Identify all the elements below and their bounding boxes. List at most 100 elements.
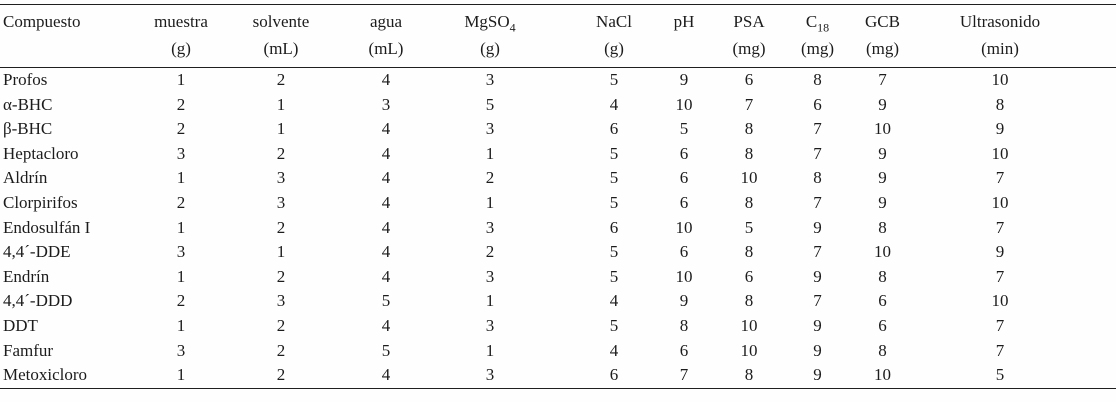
value-cell: 7 [744,94,754,114]
value-cell: 5 [609,315,619,335]
value-cell: 1 [176,168,186,188]
experimental-design-table: Compuesto muestra (g) solvente (mL) agua (m… [0,4,1116,389]
value-cell: 2 [276,217,286,237]
value-cell: 8 [744,119,754,139]
table-row: 4,4´-DDE 3 1 4 2 5 6 8 7 10 9 [0,240,1116,265]
value-cell: 6 [609,119,619,139]
value-cell: 3 [485,70,495,89]
col-header-unit: (mg) [800,39,835,58]
value-cell: 7 [878,70,887,89]
value-cell: 6 [609,217,619,237]
value-cell: 1 [176,70,186,89]
value-cell: 10 [740,315,758,335]
table-row: Aldrín 1 3 4 2 5 6 10 8 9 7 [0,166,1116,191]
value-cell: 7 [813,291,822,311]
value-cell: 4 [381,143,391,163]
table-header: Compuesto muestra (g) solvente (mL) agua (m… [0,4,1116,68]
value-cell: 7 [995,266,1005,286]
table-row: Metoxicloro 1 2 4 3 6 7 8 9 10 5 [0,363,1116,388]
value-cell: 10 [740,340,758,360]
value-cell: 4 [381,242,391,262]
value-cell: 8 [813,168,822,188]
value-cell: 3 [276,291,286,311]
value-cell: 2 [485,242,495,262]
value-cell: 8 [878,217,887,237]
value-cell: 9 [813,340,822,360]
col-header-label: NaCl [596,12,632,31]
value-cell: 9 [813,217,822,237]
compound-name: Clorpirifos [3,192,78,212]
value-cell: 8 [744,143,754,163]
value-cell: 7 [679,365,689,385]
table-row: β-BHC 2 1 4 3 6 5 8 7 10 9 [0,117,1116,142]
value-cell: 9 [813,266,822,286]
table-body: Profos 1 2 4 3 5 9 6 8 7 10 α-BHC 2 1 3 5 4 10 7 6 9 8 β-BHC 2 1… [0,68,1116,389]
value-cell: 7 [813,143,822,163]
value-cell: 10 [675,266,693,286]
table-row: Clorpirifos 2 3 4 1 5 6 8 7 9 10 [0,191,1116,216]
value-cell: 3 [485,217,495,237]
value-cell: 8 [744,192,754,212]
value-cell: 1 [485,340,495,360]
col-header-label: Ultrasonido [959,12,1041,31]
value-cell: 6 [609,365,619,385]
col-header-unit: (mg) [732,39,766,58]
value-cell: 4 [381,192,391,212]
value-cell: 1 [176,217,186,237]
value-cell: 3 [381,94,391,114]
col-header-ph: pH [668,4,700,68]
value-cell: 5 [995,365,1005,385]
value-cell: 10 [991,291,1009,311]
col-header-agua: agua (mL) [340,4,432,68]
value-cell: 6 [679,168,689,188]
table-row: Endrín 1 2 4 3 5 10 6 9 8 7 [0,265,1116,290]
value-cell: 10 [874,119,891,139]
value-cell: 6 [744,266,754,286]
value-cell: 9 [995,119,1005,139]
value-cell: 8 [744,242,754,262]
value-cell: 4 [381,365,391,385]
compound-name: β-BHC [3,119,53,139]
value-cell: 4 [381,315,391,335]
col-header-label: MgSO [464,12,510,31]
col-header-label: GCB [865,12,900,31]
value-cell: 8 [995,94,1005,114]
col-header-c18: C18 (mg) [790,4,845,68]
value-cell: 5 [609,192,619,212]
col-header-unit: (min) [981,39,1019,58]
value-cell: 2 [176,192,186,212]
compound-name: 4,4´-DDD [3,291,73,311]
value-cell: 2 [176,119,186,139]
value-cell: 6 [679,143,689,163]
value-cell: 5 [609,266,619,286]
value-cell: 5 [609,242,619,262]
col-header-label: PSA [733,12,765,31]
value-cell: 3 [485,119,495,139]
value-cell: 9 [878,143,887,163]
value-cell: 3 [276,168,286,188]
value-cell: 5 [679,119,689,139]
value-cell: 9 [679,70,689,89]
value-cell: 8 [813,70,822,89]
value-cell: 7 [813,119,822,139]
value-cell: 2 [276,365,286,385]
compound-name: α-BHC [3,94,53,114]
value-cell: 10 [874,242,891,262]
value-cell: 6 [679,192,689,212]
value-cell: 4 [381,119,391,139]
value-cell: 10 [991,143,1009,163]
col-header-ultrasonido: Ultrasonido (min) [920,4,1116,68]
value-cell: 2 [176,94,186,114]
value-cell: 2 [176,291,186,311]
compound-name: DDT [3,315,38,335]
value-cell: 3 [176,340,186,360]
value-cell: 3 [276,192,286,212]
table-row: DDT 1 2 4 3 5 8 10 9 6 7 [0,314,1116,339]
table-row: Heptacloro 3 2 4 1 5 6 8 7 9 10 [0,142,1116,167]
value-cell: 5 [609,70,619,89]
table-row: Famfur 3 2 5 1 4 6 10 9 8 7 [0,339,1116,364]
col-header-subscript: 18 [817,20,830,35]
value-cell: 10 [991,192,1009,212]
col-header-label: agua [369,12,403,31]
